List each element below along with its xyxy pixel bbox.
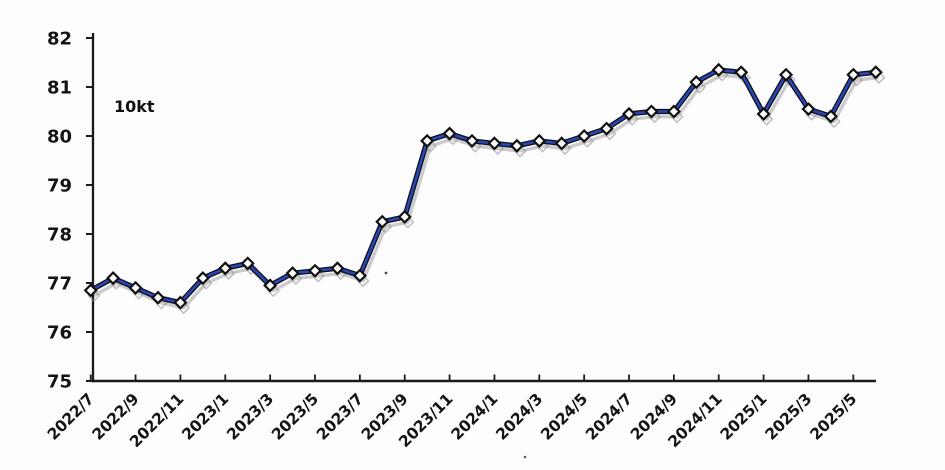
- x-tick-label: 2023/5: [268, 390, 322, 444]
- data-point-marker: [464, 133, 480, 148]
- data-point-marker: [420, 133, 435, 148]
- unit-label: 10kt: [114, 97, 155, 116]
- y-tick-label: 77: [47, 274, 72, 295]
- x-tick-label: 2023/7: [313, 390, 367, 444]
- data-point-marker: [823, 109, 838, 124]
- y-tick-label: 81: [47, 78, 72, 99]
- data-point-marker: [846, 67, 861, 82]
- data-point-marker: [734, 65, 749, 80]
- x-tick-label: 2025/1: [717, 390, 771, 444]
- x-tick-label: 2024/7: [582, 390, 636, 444]
- data-point-marker: [644, 104, 659, 119]
- data-point-marker: [778, 67, 794, 82]
- data-point-marker: [106, 271, 121, 286]
- scan-speck: [384, 271, 388, 275]
- data-point-marker: [711, 62, 726, 77]
- data-point-marker: [307, 263, 323, 278]
- data-point-marker: [577, 128, 592, 144]
- data-point-marker: [801, 101, 816, 117]
- data-point-marker: [352, 268, 367, 283]
- data-point-marker: [150, 290, 166, 305]
- data-point-marker: [330, 261, 345, 276]
- scan-speck: [523, 455, 527, 459]
- data-point-marker: [509, 138, 524, 153]
- data-point-marker: [263, 278, 278, 293]
- y-tick-label: 82: [47, 29, 72, 50]
- x-tick-label: 2024/1: [448, 390, 502, 444]
- data-point-marker: [375, 214, 390, 229]
- x-tick-label: 2023/1: [179, 390, 233, 444]
- data-point-marker: [285, 266, 300, 281]
- data-point-marker: [442, 126, 457, 141]
- data-point-marker: [83, 283, 98, 298]
- data-point-marker: [487, 136, 502, 151]
- data-point-marker: [218, 261, 233, 276]
- data-point-marker: [689, 75, 704, 90]
- data-point-marker: [621, 106, 637, 122]
- y-tick-label: 79: [47, 176, 72, 197]
- data-point-marker: [868, 65, 883, 80]
- data-point-marker: [240, 256, 255, 271]
- data-point-marker: [554, 136, 569, 151]
- x-tick-label: 2025/3: [762, 390, 816, 444]
- y-tick-label: 75: [47, 372, 72, 393]
- data-point-marker: [397, 209, 412, 224]
- x-tick-label: 2024/5: [537, 390, 591, 444]
- x-tick-label: 2022/7: [44, 390, 98, 444]
- data-point-marker: [756, 106, 771, 122]
- x-tick-label: 2025/5: [807, 390, 861, 444]
- data-point-marker: [532, 133, 547, 148]
- y-tick-label: 78: [47, 225, 72, 246]
- chart-generated-content: 75767778798081822022/72022/92022/112023/…: [44, 29, 886, 451]
- data-point-marker: [666, 104, 681, 119]
- x-tick-label: 2024/3: [493, 390, 547, 444]
- x-tick-label: 2023/3: [223, 390, 277, 444]
- y-tick-label: 76: [47, 323, 72, 344]
- series-line: [89, 68, 878, 304]
- data-point-marker: [195, 271, 210, 286]
- data-point-marker: [128, 280, 143, 295]
- data-point-marker: [599, 121, 614, 136]
- y-tick-label: 80: [47, 127, 72, 148]
- data-point-marker: [173, 295, 188, 310]
